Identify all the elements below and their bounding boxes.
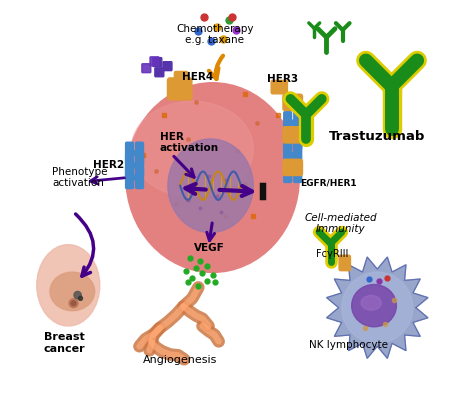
FancyBboxPatch shape	[155, 68, 164, 77]
Polygon shape	[327, 257, 428, 358]
FancyBboxPatch shape	[283, 94, 302, 111]
FancyBboxPatch shape	[284, 144, 292, 166]
Text: HER3: HER3	[267, 74, 299, 84]
Text: FcγRIII: FcγRIII	[316, 249, 349, 259]
Circle shape	[69, 299, 78, 308]
Ellipse shape	[131, 101, 254, 197]
Text: EGFR/HER1: EGFR/HER1	[300, 179, 356, 188]
FancyBboxPatch shape	[283, 127, 302, 143]
Text: Breast
cancer: Breast cancer	[44, 332, 85, 354]
Text: Phenotype
activation: Phenotype activation	[52, 167, 108, 188]
Ellipse shape	[352, 284, 396, 327]
FancyBboxPatch shape	[284, 120, 301, 125]
FancyBboxPatch shape	[126, 163, 143, 168]
Text: HER
activation: HER activation	[160, 131, 219, 153]
FancyBboxPatch shape	[294, 128, 301, 150]
Text: HER4: HER4	[182, 72, 213, 82]
FancyBboxPatch shape	[294, 160, 301, 182]
FancyBboxPatch shape	[339, 255, 350, 271]
Text: NK lymphocyte: NK lymphocyte	[310, 340, 388, 350]
FancyBboxPatch shape	[284, 112, 292, 134]
Circle shape	[78, 296, 82, 300]
Text: Angiogenesis: Angiogenesis	[143, 355, 217, 366]
FancyBboxPatch shape	[142, 64, 151, 73]
Circle shape	[74, 291, 81, 299]
FancyBboxPatch shape	[294, 112, 301, 134]
FancyBboxPatch shape	[150, 57, 159, 66]
Circle shape	[71, 301, 76, 306]
FancyBboxPatch shape	[126, 166, 134, 188]
Text: Cell-mediated
Immunity: Cell-mediated Immunity	[304, 213, 377, 235]
Ellipse shape	[37, 245, 100, 326]
FancyBboxPatch shape	[283, 159, 302, 175]
Ellipse shape	[168, 139, 253, 233]
Circle shape	[342, 272, 413, 343]
FancyBboxPatch shape	[136, 166, 144, 188]
FancyBboxPatch shape	[126, 154, 134, 176]
Text: Chemotherapy
e.g. taxane: Chemotherapy e.g. taxane	[176, 24, 254, 45]
FancyBboxPatch shape	[126, 142, 134, 164]
FancyBboxPatch shape	[294, 144, 301, 166]
FancyBboxPatch shape	[167, 78, 192, 100]
FancyBboxPatch shape	[284, 137, 301, 142]
Ellipse shape	[50, 272, 95, 311]
FancyBboxPatch shape	[126, 151, 143, 155]
FancyBboxPatch shape	[284, 128, 292, 150]
Text: Trastuzumab: Trastuzumab	[329, 130, 426, 143]
FancyBboxPatch shape	[271, 80, 287, 94]
FancyBboxPatch shape	[284, 160, 292, 182]
FancyBboxPatch shape	[284, 169, 301, 174]
FancyBboxPatch shape	[136, 142, 144, 164]
FancyBboxPatch shape	[136, 154, 144, 176]
FancyBboxPatch shape	[126, 175, 143, 180]
FancyBboxPatch shape	[284, 153, 301, 157]
Ellipse shape	[361, 295, 381, 310]
Ellipse shape	[125, 82, 300, 273]
FancyBboxPatch shape	[174, 71, 188, 84]
FancyBboxPatch shape	[153, 58, 162, 67]
Text: HER2: HER2	[92, 160, 124, 170]
Text: VEGF: VEGF	[194, 243, 225, 253]
FancyBboxPatch shape	[163, 62, 172, 71]
